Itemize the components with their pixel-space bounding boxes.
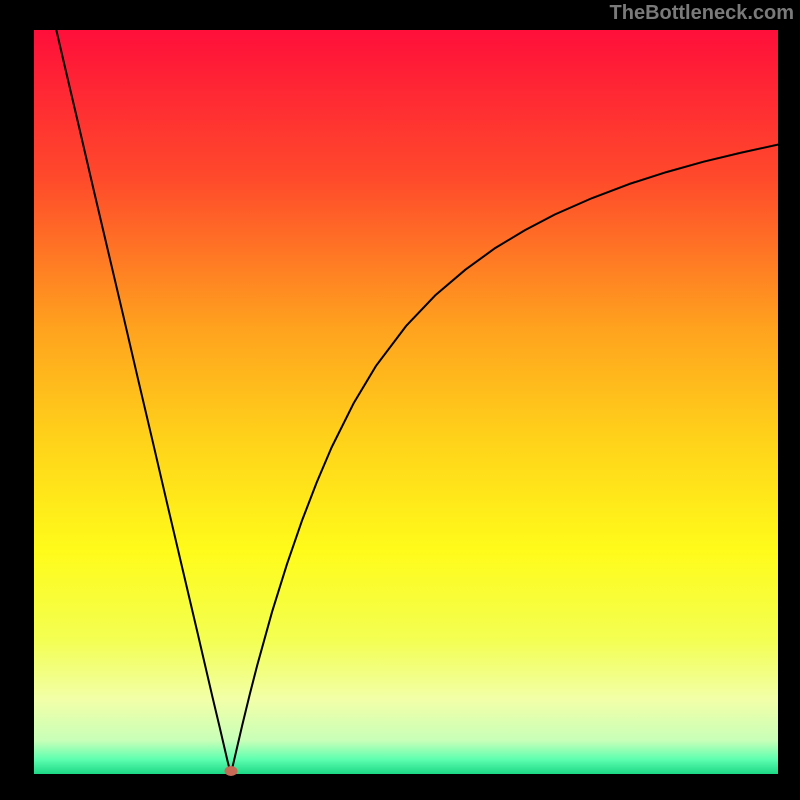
- chart-container: TheBottleneck.com: [0, 0, 800, 800]
- curve-path: [56, 30, 778, 774]
- watermark-text: TheBottleneck.com: [610, 2, 794, 25]
- curve-svg: [34, 30, 778, 774]
- plot-area: [34, 30, 778, 774]
- minimum-marker: [225, 766, 238, 776]
